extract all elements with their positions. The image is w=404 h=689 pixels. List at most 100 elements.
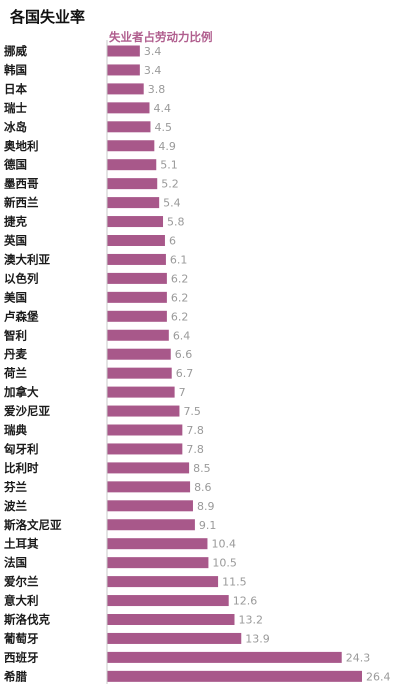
category-label: 美国: [4, 290, 27, 304]
value-label: 11.5: [222, 576, 247, 589]
value-label: 6.2: [171, 310, 189, 323]
value-label: 6.2: [171, 291, 189, 304]
value-label: 8.9: [197, 500, 215, 513]
category-label: 瑞典: [4, 423, 27, 437]
category-label: 加拿大: [3, 385, 39, 399]
bar: [107, 329, 169, 341]
bar: [107, 197, 160, 209]
category-label: 法国: [4, 556, 27, 570]
category-label: 以色列: [4, 271, 39, 285]
value-label: 3.4: [144, 64, 162, 77]
value-label: 7: [179, 386, 186, 399]
value-label: 4.5: [154, 121, 172, 134]
category-label: 日本: [4, 82, 27, 96]
bar: [107, 424, 183, 436]
category-label: 捷克: [4, 215, 27, 229]
bar: [107, 64, 140, 76]
value-label: 8.6: [194, 481, 212, 494]
value-label: 10.4: [211, 538, 236, 551]
category-label: 新西兰: [4, 196, 39, 210]
value-label: 12.6: [233, 595, 257, 608]
bar: [107, 614, 235, 625]
bar: [107, 443, 183, 455]
chart-title: 各国失业率: [10, 8, 86, 26]
value-label: 9.1: [199, 519, 217, 532]
value-label: 5.8: [167, 216, 185, 229]
bar: [107, 538, 208, 550]
value-label: 6.1: [170, 253, 188, 266]
bar: [107, 595, 229, 607]
value-label: 5.2: [161, 178, 179, 191]
bar: [107, 367, 172, 379]
value-label: 7.8: [186, 424, 204, 437]
bar: [107, 462, 190, 474]
category-label: 爱沙尼亚: [4, 404, 50, 418]
category-label: 奥地利: [3, 139, 39, 153]
category-label: 土耳其: [4, 537, 39, 551]
bar: [107, 102, 150, 114]
value-label: 26.4: [366, 670, 391, 683]
value-label: 4.4: [154, 102, 172, 115]
bars-layer: 挪威 3.4 韩国 3.4 日本 3.8 瑞士 4.4 冰岛 4.5 奥地利 4.9 德国 5.1 墨西哥 5…: [3, 44, 391, 683]
value-label: 8.5: [193, 462, 211, 475]
category-label: 丹麦: [4, 347, 27, 361]
bar: [107, 291, 167, 303]
value-label: 7.8: [186, 443, 204, 456]
value-label: 5.1: [160, 159, 178, 172]
value-label: 6.4: [173, 329, 191, 342]
category-label: 斯洛文尼亚: [4, 518, 62, 532]
bar: [107, 405, 180, 417]
category-label: 墨西哥: [4, 177, 39, 191]
category-label: 斯洛伐克: [4, 613, 50, 627]
category-label: 匈牙利: [3, 442, 39, 456]
value-label: 7.5: [183, 405, 201, 418]
category-label: 西班牙: [4, 650, 39, 664]
value-label: 10.5: [212, 557, 237, 570]
category-label: 意大利: [4, 594, 39, 608]
value-label: 3.4: [144, 45, 162, 58]
bar: [107, 235, 165, 246]
category-label: 比利时: [4, 461, 39, 475]
bar: [107, 121, 151, 133]
bar: [107, 576, 219, 588]
value-label: 24.3: [346, 651, 371, 664]
value-label: 6.2: [171, 272, 189, 285]
bar: [107, 83, 144, 95]
category-label: 爱尔兰: [4, 575, 39, 589]
category-label: 智利: [4, 328, 27, 342]
category-label: 韩国: [4, 63, 27, 77]
value-label: 13.9: [245, 632, 269, 645]
chart-subtitle: 失业者占劳动力比例: [109, 30, 213, 44]
bar: [107, 45, 140, 57]
bar: [107, 386, 175, 398]
value-label: 6.7: [176, 367, 194, 380]
category-label: 希腊: [3, 669, 27, 683]
category-label: 英国: [3, 234, 27, 248]
bar: [107, 557, 209, 569]
bar: [107, 159, 157, 171]
category-label: 波兰: [4, 499, 27, 513]
bar: [107, 651, 342, 663]
bar: [107, 670, 362, 682]
category-label: 芬兰: [3, 480, 27, 494]
category-label: 冰岛: [4, 120, 27, 134]
bar: [107, 310, 167, 322]
category-label: 挪威: [4, 44, 27, 58]
category-label: 葡萄牙: [3, 631, 39, 645]
value-label: 4.9: [158, 140, 176, 153]
category-label: 荷兰: [3, 366, 27, 380]
category-label: 澳大利亚: [4, 252, 50, 266]
category-label: 卢森堡: [4, 309, 39, 323]
value-label: 6: [169, 235, 176, 248]
bar: [107, 140, 155, 152]
bar: [107, 348, 171, 360]
value-label: 6.6: [175, 348, 193, 361]
value-label: 5.4: [163, 197, 181, 210]
category-label: 瑞士: [4, 101, 27, 115]
bar: [107, 216, 164, 228]
bar: [107, 253, 166, 265]
value-label: 3.8: [148, 83, 166, 96]
bar: [107, 500, 193, 512]
value-label: 13.2: [239, 614, 264, 627]
